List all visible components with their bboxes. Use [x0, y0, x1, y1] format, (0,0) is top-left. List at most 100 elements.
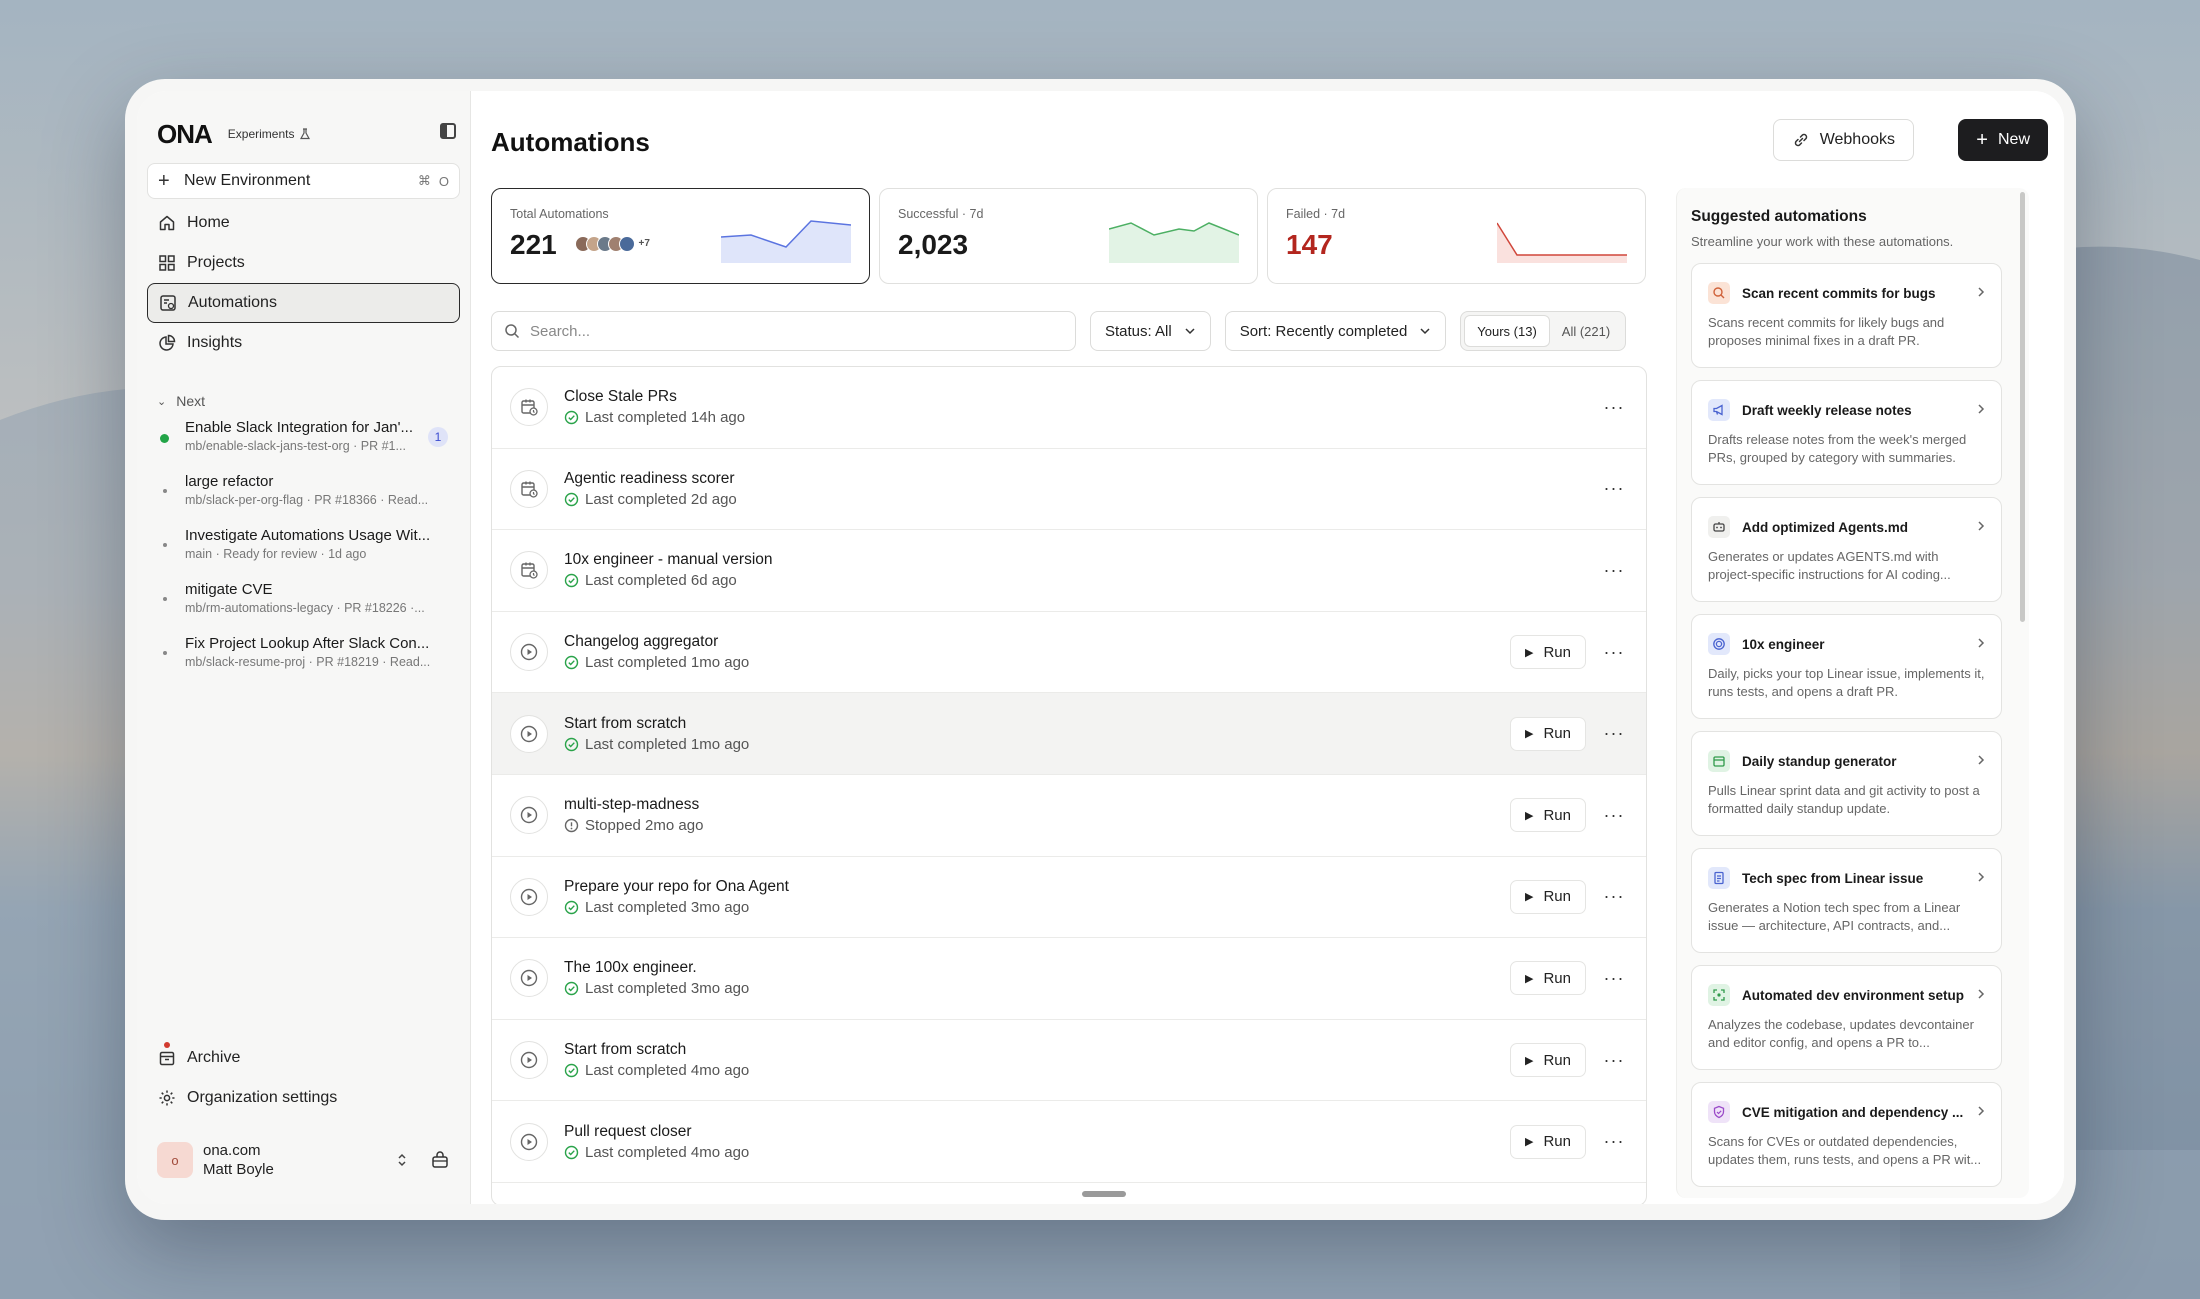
run-button[interactable]: ▶ Run [1510, 635, 1586, 670]
panel-scrollbar[interactable] [2020, 192, 2025, 622]
environment-item[interactable]: Fix Project Lookup After Slack Con... mb… [147, 629, 460, 683]
automation-title: 10x engineer - manual version [564, 551, 773, 569]
scan-icon [1708, 984, 1730, 1006]
automation-title: Agentic readiness scorer [564, 469, 735, 487]
suggested-automation-card[interactable]: CVE mitigation and dependency ... Scans f… [1691, 1082, 2002, 1187]
nav-item-automations[interactable]: Automations [147, 283, 460, 323]
more-options-icon[interactable]: ··· [1603, 723, 1625, 744]
status-dot [163, 543, 167, 547]
bag-icon[interactable] [430, 1150, 450, 1170]
automation-info: Start from scratch Last completed 1mo ago [564, 715, 1510, 753]
chevron-updown-icon[interactable] [396, 1152, 408, 1168]
check-circle-icon [564, 573, 579, 588]
more-options-icon[interactable]: ··· [1603, 804, 1625, 825]
run-button[interactable]: ▶ Run [1510, 716, 1586, 751]
suggested-automation-card[interactable]: 10x engineer Daily, picks your top Linear… [1691, 614, 2002, 719]
tab-all[interactable]: All (221) [1561, 323, 1611, 339]
automation-row[interactable]: The 100x engineer. Last completed 3mo ago… [492, 938, 1646, 1020]
run-button[interactable]: ▶ Run [1510, 798, 1586, 833]
suggested-automation-card[interactable]: Tech spec from Linear issue Generates a N… [1691, 848, 2002, 953]
play-circle-icon [510, 714, 548, 753]
status-filter-dropdown[interactable]: Status: All [1090, 311, 1211, 351]
more-options-icon[interactable]: ··· [1603, 478, 1625, 499]
automation-info: Prepare your repo for Ona Agent Last comp… [564, 878, 1510, 916]
nav-item-insights[interactable]: Insights [147, 323, 460, 363]
suggested-automation-card[interactable]: Automated dev environment setup Analyzes … [1691, 965, 2002, 1070]
automation-row[interactable]: Prepare your repo for Ona Agent Last comp… [492, 857, 1646, 939]
automation-row[interactable]: multi-step-madness Stopped 2mo ago ▶ Run ··· [492, 775, 1646, 857]
environment-item[interactable]: mitigate CVE mb/rm-automations-legacy · … [147, 575, 460, 629]
more-options-icon[interactable]: ··· [1603, 967, 1625, 988]
automation-row[interactable]: 10x engineer - manual version Last comple… [492, 530, 1646, 612]
user-name: Matt Boyle [203, 1161, 274, 1178]
suggested-automation-card[interactable]: Scan recent commits for bugs Scans recent… [1691, 263, 2002, 368]
environment-title: large refactor [185, 473, 274, 490]
new-automation-button[interactable]: + New [1958, 119, 2048, 161]
more-options-icon[interactable]: ··· [1603, 641, 1625, 662]
search-placeholder: Search... [530, 322, 591, 340]
contributor-avatars: +7 [574, 235, 650, 252]
collapse-sidebar-icon[interactable] [440, 123, 456, 139]
automation-row[interactable]: Pull request closer Last completed 4mo ag… [492, 1101, 1646, 1183]
user-account-switcher[interactable]: o ona.com Matt Boyle [147, 1130, 460, 1190]
automation-row[interactable]: Start from scratch Last completed 1mo ago… [492, 693, 1646, 775]
more-options-icon[interactable]: ··· [1603, 1049, 1625, 1070]
nav-item-projects[interactable]: Projects [147, 243, 460, 283]
nav-item-organization-settings[interactable]: Organization settings [147, 1078, 460, 1118]
environment-subtitle: mb/slack-resume-proj · PR #18219 · Read.… [185, 655, 431, 669]
environment-item[interactable]: Enable Slack Integration for Jan'... mb/… [147, 413, 460, 467]
stat-card-successful[interactable]: Successful · 7d 2,023 [879, 188, 1258, 284]
suggested-automation-card[interactable]: Daily standup generator Pulls Linear spri… [1691, 731, 2002, 836]
automation-row[interactable]: Agentic readiness scorer Last completed 2… [492, 449, 1646, 531]
nav-item-archive[interactable]: Archive [147, 1038, 460, 1078]
stat-label: Failed · 7d [1286, 207, 1346, 221]
environment-title: Enable Slack Integration for Jan'... [185, 419, 413, 436]
automation-row[interactable]: Close Stale PRs Last completed 14h ago ··· [492, 367, 1646, 449]
search-input[interactable]: Search... [491, 311, 1076, 351]
stat-card-total[interactable]: Total Automations 221 +7 [491, 188, 870, 284]
tab-yours[interactable]: Yours (13) [1464, 315, 1550, 347]
suggested-automations-panel: Suggested automations Streamline your wo… [1676, 188, 2029, 1198]
automation-row[interactable]: Changelog aggregator Last completed 1mo a… [492, 612, 1646, 694]
nav-item-home[interactable]: Home [147, 203, 460, 243]
automation-title: Start from scratch [564, 1041, 687, 1059]
next-section-toggle[interactable]: ⌄ Next [147, 389, 460, 413]
suggested-automation-card[interactable]: Add optimized Agents.md Generates or upda… [1691, 497, 2002, 602]
run-button[interactable]: ▶ Run [1510, 879, 1586, 914]
chevron-right-icon [1977, 1105, 1985, 1117]
automation-status-text: Last completed 14h ago [585, 409, 746, 427]
more-options-icon[interactable]: ··· [1603, 1131, 1625, 1152]
flask-icon [300, 128, 311, 140]
card-header: Tech spec from Linear issue [1708, 867, 1985, 889]
run-button[interactable]: ▶ Run [1510, 1124, 1586, 1159]
nav-label-organization-settings: Organization settings [187, 1089, 338, 1106]
ona-logo[interactable]: ONA [157, 118, 213, 149]
experiments-badge[interactable]: Experiments [228, 127, 312, 141]
automation-status-text: Last completed 4mo ago [585, 1062, 750, 1080]
robot-icon [1708, 516, 1730, 538]
environment-item[interactable]: large refactor mb/slack-per-org-flag · P… [147, 467, 460, 521]
environment-item[interactable]: Investigate Automations Usage Wit... mai… [147, 521, 460, 575]
run-button[interactable]: ▶ Run [1510, 1043, 1586, 1078]
automation-status: Last completed 1mo ago [564, 736, 1510, 753]
run-label: Run [1543, 725, 1571, 743]
webhooks-label: Webhooks [1819, 131, 1895, 148]
suggestion-description: Generates a Notion tech spec from a Line… [1708, 900, 1961, 933]
more-options-icon[interactable]: ··· [1603, 886, 1625, 907]
more-options-icon[interactable]: ··· [1603, 559, 1625, 580]
new-environment-button[interactable]: + New Environment ⌘ O [147, 163, 460, 199]
suggestion-description: Drafts release notes from the week's mer… [1708, 432, 1967, 465]
app-window: ONA Experiments + New Environment ⌘ O Ho… [137, 91, 2064, 1204]
avatar [618, 235, 635, 252]
suggestion-description: Pulls Linear sprint data and git activit… [1708, 783, 1980, 816]
automation-row[interactable]: Start from scratch Last completed 4mo ago… [492, 1020, 1646, 1102]
more-options-icon[interactable]: ··· [1603, 396, 1625, 417]
sort-dropdown[interactable]: Sort: Recently completed [1224, 311, 1447, 351]
play-icon: ▶ [1525, 891, 1534, 904]
stat-card-failed[interactable]: Failed · 7d 147 [1267, 188, 1646, 284]
run-button[interactable]: ▶ Run [1510, 961, 1586, 996]
scroll-handle[interactable] [1082, 1191, 1126, 1197]
webhooks-button[interactable]: Webhooks [1772, 119, 1914, 161]
suggested-title: Suggested automations [1691, 208, 1867, 225]
suggested-automation-card[interactable]: Draft weekly release notes Drafts release… [1691, 380, 2002, 485]
